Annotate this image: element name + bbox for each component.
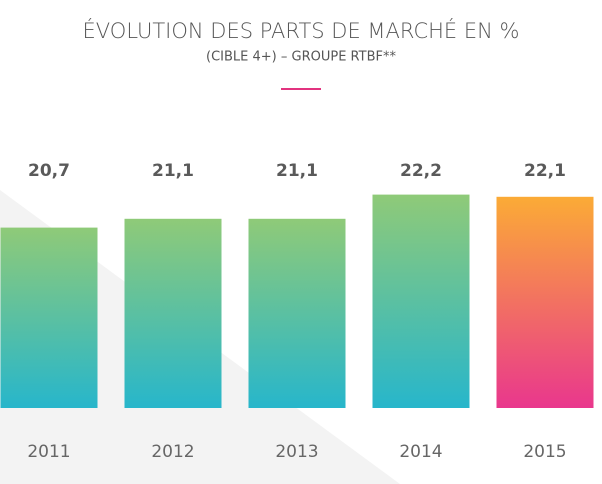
value-label: 22,2 <box>400 161 442 181</box>
bar <box>248 218 346 408</box>
value-label: 20,7 <box>28 161 70 181</box>
x-tick-label: 2013 <box>275 442 318 462</box>
value-label: 21,1 <box>152 161 194 181</box>
bar <box>0 227 98 408</box>
bar <box>372 194 470 408</box>
chart-title: ÉVOLUTION DES PARTS DE MARCHÉ EN % <box>83 18 520 43</box>
x-tick-label: 2015 <box>523 442 566 462</box>
x-tick-label: 2014 <box>399 442 442 462</box>
chart-subtitle: (CIBLE 4+) – GROUPE RTBF** <box>206 50 396 65</box>
value-label: 21,1 <box>276 161 318 181</box>
x-tick-label: 2012 <box>151 442 194 462</box>
bar <box>124 218 222 408</box>
x-tick-label: 2011 <box>27 442 70 462</box>
bar <box>496 196 594 408</box>
value-label: 22,1 <box>524 161 566 181</box>
